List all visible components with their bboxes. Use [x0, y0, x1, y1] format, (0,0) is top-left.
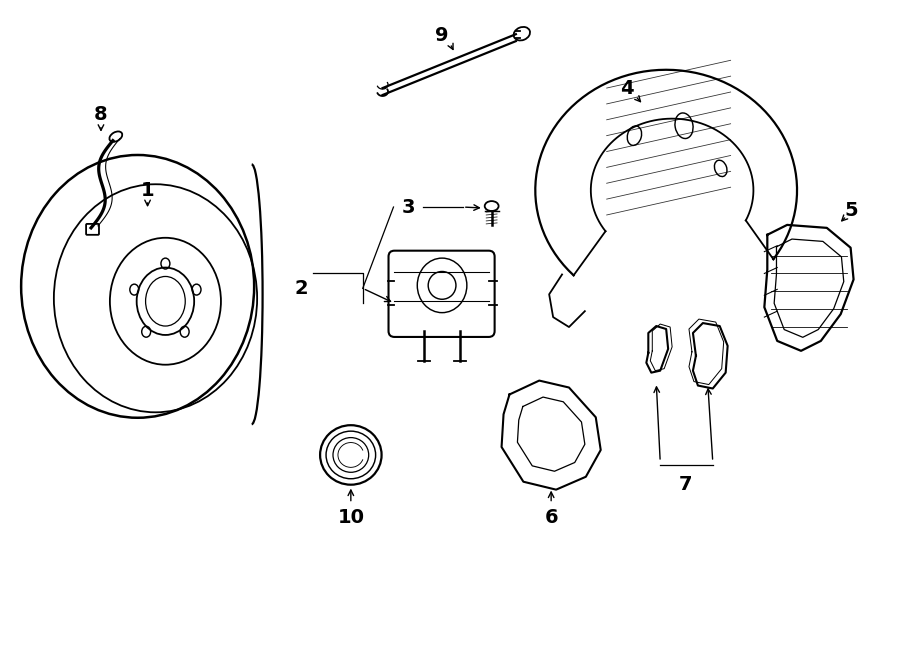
Text: 9: 9 [436, 26, 449, 45]
Text: 4: 4 [620, 79, 634, 98]
Text: 1: 1 [140, 180, 155, 200]
Text: 3: 3 [401, 198, 415, 217]
Text: 2: 2 [294, 279, 308, 298]
Text: 7: 7 [680, 475, 693, 494]
Text: 8: 8 [94, 105, 108, 124]
Text: 5: 5 [845, 200, 859, 219]
Text: 10: 10 [338, 508, 364, 527]
Text: 6: 6 [544, 508, 558, 527]
